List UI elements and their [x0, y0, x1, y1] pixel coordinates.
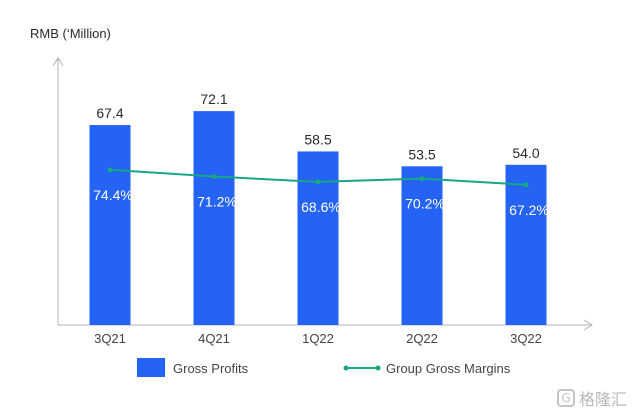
x-tick-label: 4Q21	[198, 331, 230, 346]
bar	[297, 151, 339, 325]
y-axis-arrow-icon	[52, 57, 64, 67]
margin-point	[523, 182, 529, 188]
bar-value-label: 72.1	[200, 91, 227, 107]
legend: Gross Profits Group Gross Margins	[137, 358, 511, 377]
margin-value-label: 71.2%	[197, 193, 237, 209]
bar-value-label: 67.4	[96, 105, 123, 121]
bar-value-label: 54.0	[512, 145, 539, 161]
margin-value-label: 67.2%	[509, 202, 549, 218]
legend-label-line: Group Gross Margins	[386, 361, 511, 376]
legend-swatch-bar	[137, 358, 165, 377]
margin-value-label: 70.2%	[405, 196, 445, 212]
bar	[401, 166, 443, 325]
watermark: G 格隆汇	[556, 386, 627, 410]
x-tick-label: 2Q22	[406, 331, 438, 346]
x-tick-label: 3Q21	[94, 331, 126, 346]
y-axis-label: RMB (‘Million)	[30, 26, 111, 41]
bar	[505, 164, 547, 325]
bar	[89, 125, 131, 326]
margin-value-label: 68.6%	[301, 199, 341, 215]
x-tick-label: 1Q22	[302, 331, 334, 346]
bar-value-label: 58.5	[304, 131, 331, 147]
watermark-logo-icon: G	[556, 389, 575, 407]
legend-swatch-line-start	[343, 365, 349, 371]
x-tick-labels-group: 3Q21 4Q21 1Q22 2Q22 3Q22	[94, 331, 542, 346]
margin-point	[211, 173, 217, 179]
legend-label-bar: Gross Profits	[173, 361, 249, 376]
x-tick-label: 3Q22	[510, 331, 542, 346]
x-axis-arrow-icon	[583, 319, 593, 331]
legend-swatch-line-end	[375, 365, 381, 371]
watermark-text: 格隆汇	[578, 390, 627, 409]
bar-value-label: 53.5	[408, 146, 435, 162]
margin-point	[315, 179, 321, 185]
margin-labels-group: 74.4% 71.2% 68.6% 70.2% 67.2%	[93, 187, 549, 218]
margin-value-label: 74.4%	[93, 187, 133, 203]
bar-labels-group: 67.4 72.1 58.5 53.5 54.0	[96, 91, 539, 162]
margin-point	[107, 167, 113, 173]
bar	[193, 111, 235, 325]
margin-point	[419, 176, 425, 182]
margin-line-group	[107, 167, 529, 188]
